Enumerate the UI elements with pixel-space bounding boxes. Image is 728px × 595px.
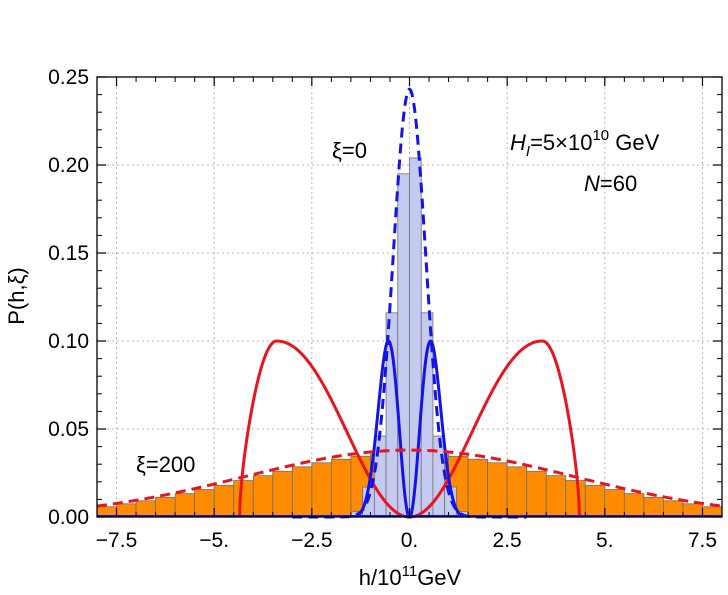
y-tick-label: 0.20: [48, 154, 89, 177]
histogram-bar-xi0: [409, 157, 422, 518]
annotation-hubble-exponent: 10: [592, 127, 609, 144]
histogram-bar-xi200: [135, 500, 156, 518]
histogram-bar-xi200: [467, 458, 489, 518]
histogram-bar-xi200: [194, 489, 215, 518]
annotation-xi0: ξ=0: [332, 138, 367, 163]
y-tick-label: 0.05: [48, 418, 89, 441]
histogram-bar-xi200: [623, 493, 645, 518]
annotation-hubble-unit: GeV: [609, 130, 659, 155]
histogram-bar-xi200: [565, 480, 586, 518]
histogram-bar-xi200: [272, 470, 293, 518]
annotation-xi200: ξ=200: [136, 452, 195, 477]
annotation-hubble-scale: HI=5×1010 GeV: [510, 127, 660, 160]
x-tick-label: 2.5: [493, 529, 522, 552]
histogram-bar-xi200: [311, 462, 332, 518]
histogram-bar-xi200: [584, 484, 606, 518]
histogram-bar-xi200: [487, 462, 508, 518]
annotation-hubble-sub: I: [526, 143, 530, 160]
histogram-bar-xi200: [252, 475, 274, 518]
x-axis-title-text: h/10: [359, 565, 402, 590]
y-tick-label: 0.10: [48, 330, 89, 353]
histogram-bar-xi200: [643, 496, 664, 518]
curve-red-dashed: [96, 448, 723, 508]
histogram-bar-xi200: [526, 470, 547, 518]
x-tick-label: −2.5: [291, 529, 332, 552]
annotation-hubble-value: =5×10: [530, 130, 592, 155]
y-tick-label: 0.25: [48, 66, 89, 89]
tick-labels: −7.5 −5. −2.5 0. 2.5 5. 7.5 0.00 0.05 0.10 0.15 0.2…: [48, 66, 717, 552]
histogram-bar-xi200: [213, 484, 235, 518]
histogram-bar-xi200: [545, 475, 567, 518]
histogram-bar-xi200: [506, 466, 528, 518]
histogram-bar-xi200: [155, 496, 176, 518]
histogram-bar-xi200: [233, 480, 254, 518]
x-axis-title-exponent: 11: [402, 563, 418, 580]
y-axis-title: P(h,ξ): [4, 267, 29, 325]
x-tick-label: −5.: [199, 529, 229, 552]
annotation-efolds-value: =60: [600, 171, 637, 196]
ticks: [96, 76, 723, 518]
histogram-bar-xi0: [373, 435, 387, 518]
histogram-bar-xi200: [174, 493, 196, 518]
x-axis-title: h/1011GeV: [359, 563, 462, 590]
histogram-bar-xi200: [291, 466, 313, 518]
x-tick-label: 5.: [596, 529, 614, 552]
annotation-hubble-H: H: [510, 130, 526, 155]
y-tick-label: 0.00: [48, 506, 89, 529]
x-axis-title-unit: GeV: [417, 565, 461, 590]
x-tick-label: −7.5: [96, 529, 137, 552]
histogram-bar-xi200: [604, 489, 625, 518]
histogram-bar-xi200: [663, 500, 684, 518]
x-tick-label: 7.5: [688, 529, 717, 552]
histogram-bar-xi200: [330, 458, 352, 518]
histogram-bar-xi0: [432, 435, 446, 518]
x-tick-label: 0.: [401, 529, 419, 552]
y-tick-label: 0.15: [48, 242, 89, 265]
annotation-efolds-N: N: [584, 171, 600, 196]
annotation-efolds: N=60: [584, 171, 637, 196]
